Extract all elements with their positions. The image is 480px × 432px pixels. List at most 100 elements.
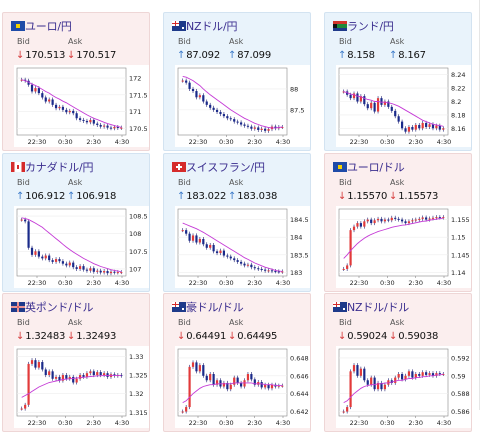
bid-price: 8.158 [347, 50, 375, 61]
x-tick-label: 4:30 [115, 419, 130, 427]
intraday-chart[interactable]: 8.24 8.22 8.2 8.18 8.16 22:30 0:30 2:30 4:30 [336, 65, 471, 147]
candle [428, 218, 431, 220]
arrow-down-icon: ↓ [338, 331, 347, 342]
bid-label: Bid [17, 37, 30, 46]
candle [366, 380, 369, 385]
candle [404, 221, 407, 224]
currency-pair-link[interactable]: ユーロ/円 [25, 20, 72, 33]
ask-price: 106.918 [76, 191, 117, 202]
ask-value: ↓1.32493 [67, 331, 116, 342]
candle [373, 102, 376, 112]
candle [106, 125, 109, 128]
plot-area [177, 67, 288, 136]
x-tick-label: 4:30 [276, 419, 291, 427]
ch-flag-icon [172, 162, 186, 172]
candle [37, 362, 40, 368]
candle [30, 247, 34, 255]
candle [41, 93, 44, 98]
currency-pair-link[interactable]: NZドル/ドル [347, 301, 410, 314]
currency-pair-link[interactable]: ユーロ/ドル [347, 161, 405, 174]
candle [239, 382, 243, 387]
candle [250, 126, 253, 129]
currency-pair-link[interactable]: ランド/円 [347, 20, 394, 33]
y-tick-label: 1.145 [451, 251, 470, 259]
candle [407, 221, 411, 224]
ask-price: 0.64495 [237, 331, 278, 342]
x-tick-label: 22:30 [350, 419, 369, 427]
bid-label: Bid [339, 318, 352, 327]
x-tick-label: 22:30 [189, 419, 208, 427]
candle [44, 369, 47, 376]
candle [421, 217, 424, 219]
eu-flag-icon [333, 162, 347, 172]
candle [428, 124, 431, 127]
bid-value: ↓1.32483 [16, 331, 65, 342]
candle [253, 267, 256, 269]
candle [82, 119, 85, 121]
ask-value: ↑8.167 [389, 50, 426, 61]
plot-area [338, 348, 449, 417]
intraday-chart[interactable]: 1.33 1.325 1.32 1.315 22:30 0:30 2:30 4:30 [14, 346, 149, 428]
intraday-chart[interactable]: 172 171.5 171 170.5 22:30 0:30 2:30 4:30 [14, 65, 149, 147]
candle [421, 372, 424, 376]
chart-svg: 1.155 1.15 1.145 1.14 22:30 0:30 2:30 4:30 [338, 208, 470, 287]
y-tick-label: 8.22 [451, 85, 465, 93]
candle [250, 374, 253, 380]
candle [20, 219, 23, 221]
candle [264, 269, 267, 271]
intraday-chart[interactable]: 0.648 0.646 0.644 0.642 22:30 0:30 2:30 4:30 [175, 346, 310, 428]
intraday-chart[interactable]: 0.592 0.59 0.588 0.586 22:30 0:30 2:30 4:30 [336, 346, 471, 428]
candle [120, 127, 123, 129]
candle [212, 244, 215, 252]
intraday-chart[interactable]: 1.155 1.15 1.145 1.14 22:30 0:30 2:30 4:30 [336, 206, 471, 288]
rate-card-gbpusd[interactable]: 英ポンド/ドル Bid Ask ↓1.32483 ↓1.32493 1.33 1.… [2, 293, 150, 432]
candle [431, 373, 435, 376]
candle [253, 127, 256, 129]
arrow-up-icon: ↑ [228, 50, 237, 61]
rate-card-chfjpy[interactable]: スイスフラン/円 Bid Ask ↑183.022 ↑183.038 184.5… [163, 153, 311, 292]
intraday-chart[interactable]: 88 87.5 22:30 0:30 2:30 4:30 [175, 65, 310, 147]
ask-label: Ask [68, 37, 83, 46]
ask-price: 8.167 [398, 50, 426, 61]
plot-area [177, 208, 288, 277]
candle [20, 79, 23, 81]
currency-pair-link[interactable]: 豪ドル/ドル [186, 301, 244, 314]
rate-card-zarjpy[interactable]: ランド/円 Bid Ask ↑8.158 ↑8.167 8.24 8.22 8.2 8… [324, 12, 472, 151]
candle [44, 255, 47, 259]
x-tick-label: 0:30 [380, 279, 395, 287]
candle [68, 262, 71, 266]
ask-value: ↑183.038 [228, 191, 277, 202]
rate-card-cadjpy[interactable]: カナダドル/円 Bid Ask ↑106.912 ↑106.918 108.5 1… [2, 153, 150, 292]
candle [219, 250, 222, 254]
candle [349, 371, 352, 408]
intraday-chart[interactable]: 184.5 184 183.5 183 22:30 0:30 2:30 4:30 [175, 206, 310, 288]
rate-card-nzdusd[interactable]: NZドル/ドル Bid Ask ↓0.59024 ↓0.59038 0.592 0… [324, 293, 472, 432]
arrow-up-icon: ↑ [389, 50, 398, 61]
arrow-up-icon: ↑ [16, 191, 25, 202]
candle [191, 362, 195, 367]
rate-card-audusd[interactable]: 豪ドル/ドル Bid Ask ↓0.64491 ↓0.64495 0.648 0.… [163, 293, 311, 432]
y-tick-label: 108.5 [129, 213, 148, 221]
currency-pair-link[interactable]: NZドル/円 [186, 20, 238, 33]
x-tick-label: 2:30 [247, 138, 262, 146]
ask-value: ↓0.64495 [228, 331, 277, 342]
currency-pair-link[interactable]: 英ポンド/ドル [25, 301, 94, 314]
bid-label: Bid [339, 37, 352, 46]
arrow-down-icon: ↓ [16, 50, 25, 61]
rate-card-eurusd[interactable]: ユーロ/ドル Bid Ask ↓1.15570 ↓1.15573 1.155 1.… [324, 153, 472, 292]
za-flag-icon [333, 21, 347, 31]
candle [418, 124, 421, 129]
candle [30, 84, 34, 92]
x-tick-label: 2:30 [408, 138, 423, 146]
candle [229, 118, 232, 120]
bid-value: ↑183.022 [177, 191, 226, 202]
x-tick-label: 0:30 [58, 419, 73, 427]
bid-price: 1.15570 [347, 191, 388, 202]
currency-pair-link[interactable]: スイスフラン/円 [186, 161, 265, 174]
intraday-chart[interactable]: 108.5 108 107.5 107 22:30 0:30 2:30 4:30 [14, 206, 149, 288]
candle [188, 233, 191, 241]
currency-pair-link[interactable]: カナダドル/円 [25, 161, 94, 174]
rate-card-usdjpy-eur[interactable]: ユーロ/円 Bid Ask ↓170.513 ↓170.517 172 171.5… [2, 12, 150, 151]
y-tick-label: 8.24 [451, 71, 465, 79]
rate-card-nzdjpy[interactable]: NZドル/円 Bid Ask ↑87.092 ↑87.099 88 87.5 22:… [163, 12, 311, 151]
